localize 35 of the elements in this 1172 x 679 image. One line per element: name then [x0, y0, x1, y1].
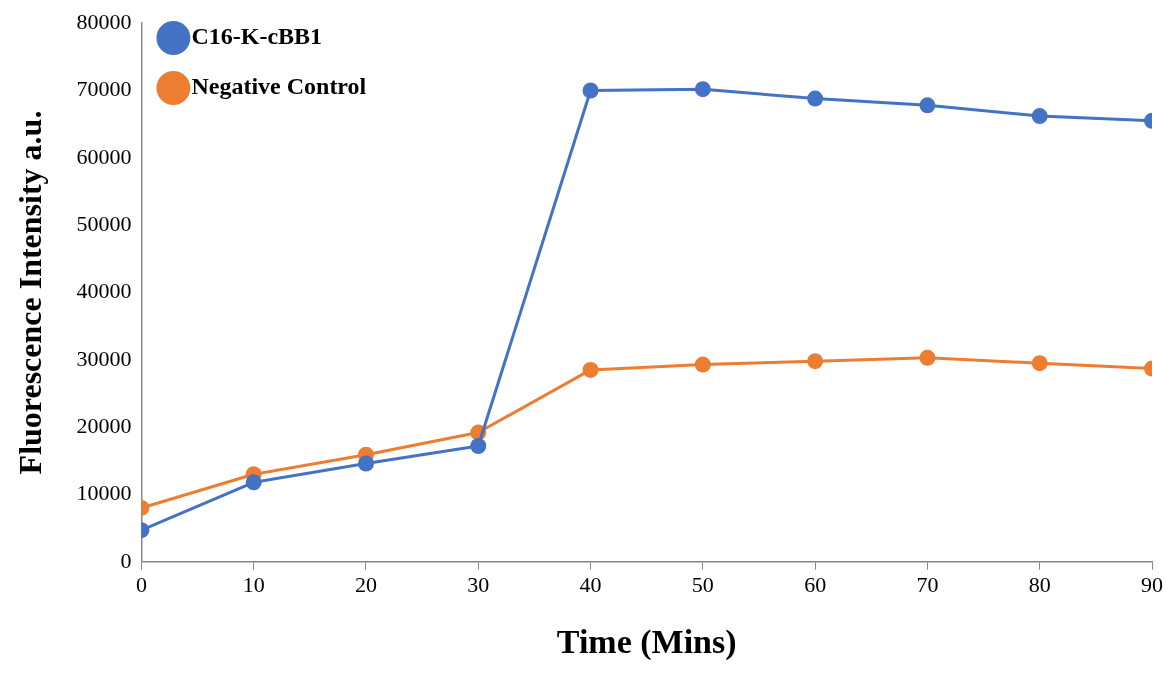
- point: [919, 97, 936, 114]
- point: [470, 438, 487, 454]
- y-tick-label: 60000: [76, 143, 132, 169]
- point: [694, 81, 711, 98]
- point: [807, 353, 824, 370]
- x-tick-label: 20: [354, 571, 377, 597]
- point: [357, 455, 374, 472]
- x-tick-label: 80: [1028, 571, 1051, 597]
- y-tick-label: 20000: [76, 412, 132, 438]
- point: [694, 356, 711, 373]
- legend-label: C16-K-cBB1: [191, 23, 323, 50]
- point: [807, 90, 824, 107]
- y-axis-title: Fluorescence Intensity a.u.: [12, 110, 49, 475]
- point: [919, 349, 936, 366]
- x-tick-label: 10: [242, 571, 265, 597]
- x-tick-label: 70: [916, 571, 939, 597]
- point: [1031, 355, 1048, 372]
- y-tick-label: 0: [120, 547, 132, 573]
- y-tick-label: 10000: [76, 480, 132, 506]
- point: [1031, 108, 1048, 125]
- y-tick-label: 80000: [76, 8, 132, 34]
- x-tick-label: 60: [804, 571, 827, 597]
- x-tick-label: 50: [691, 571, 714, 597]
- point: [582, 361, 599, 378]
- y-tick-label: 70000: [76, 76, 132, 102]
- point: [582, 82, 599, 99]
- y-tick-label: 40000: [76, 278, 132, 304]
- legend-label: Negative Control: [191, 73, 367, 100]
- y-tick-label: 50000: [76, 210, 132, 236]
- x-tick-label: 40: [579, 571, 602, 597]
- y-tick-label: 30000: [76, 345, 132, 371]
- x-tick-label: 30: [467, 571, 490, 597]
- x-tick-label: 90: [1141, 571, 1163, 597]
- point: [245, 474, 262, 491]
- x-axis-title: Time (Mins): [556, 623, 737, 662]
